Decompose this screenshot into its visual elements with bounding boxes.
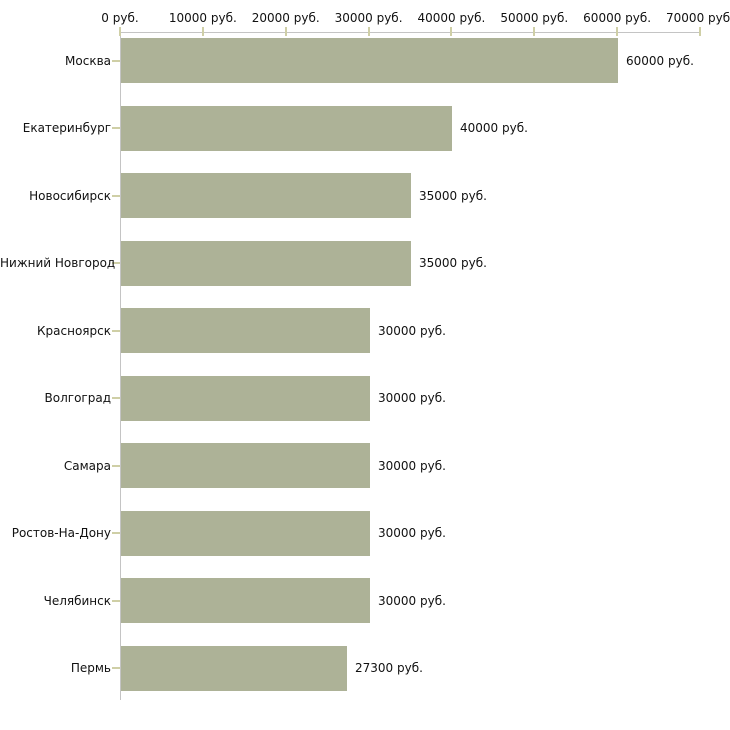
y-axis-line xyxy=(120,32,121,700)
x-tick-label: 40000 руб. xyxy=(417,11,486,25)
bar-value-label: 30000 руб. xyxy=(378,391,446,405)
bar xyxy=(121,510,370,556)
x-tick-mark xyxy=(284,27,287,36)
x-tick-label: 60000 руб. xyxy=(583,11,652,25)
bar xyxy=(121,578,370,623)
y-tick-mark xyxy=(112,194,120,197)
x-tick-label: 0 руб. xyxy=(101,11,139,25)
bar-value-label: 60000 руб. xyxy=(626,53,694,68)
category-label: Пермь xyxy=(70,661,111,675)
bar-value-label: 35000 руб. xyxy=(419,256,487,270)
bar xyxy=(121,173,411,218)
x-tick-mark xyxy=(699,27,701,36)
x-tick-label: 70000 руб. xyxy=(666,11,730,25)
bar-value-label: 40000 руб. xyxy=(460,121,528,135)
bar xyxy=(121,645,347,691)
bar xyxy=(121,105,452,151)
x-tick-mark xyxy=(533,27,536,36)
y-tick-mark xyxy=(112,532,120,534)
x-tick-label: 20000 руб. xyxy=(251,11,320,25)
y-tick-mark xyxy=(112,329,120,332)
bar-value-label: 30000 руб. xyxy=(378,593,446,608)
bar-value-label: 35000 руб. xyxy=(419,188,487,203)
bar-value-label: 30000 руб. xyxy=(378,526,446,540)
x-tick-label: 50000 руб. xyxy=(500,11,569,25)
category-label: Ростов-На-Дону xyxy=(11,526,111,540)
bar xyxy=(121,38,618,83)
bar-value-label: 30000 руб. xyxy=(378,323,446,338)
x-tick-label: 30000 руб. xyxy=(334,11,403,25)
bar xyxy=(121,240,411,286)
category-label: Самара xyxy=(63,458,111,473)
category-label: Нижний Новгород xyxy=(0,256,116,270)
x-tick-label: 10000 руб. xyxy=(168,11,237,25)
category-label: Челябинск xyxy=(43,593,111,608)
category-label: Москва xyxy=(65,53,111,68)
x-tick-mark xyxy=(201,27,204,36)
category-label: Новосибирск xyxy=(29,188,111,203)
bar-value-label: 30000 руб. xyxy=(378,458,446,473)
x-tick-mark xyxy=(367,27,370,36)
bar xyxy=(121,443,370,488)
y-tick-mark xyxy=(112,262,120,264)
category-label: Красноярск xyxy=(37,323,111,338)
x-tick-mark xyxy=(119,27,121,36)
x-tick-mark xyxy=(616,27,619,36)
y-tick-mark xyxy=(112,464,120,467)
category-label: Екатеринбург xyxy=(22,121,111,135)
bar-value-label: 27300 руб. xyxy=(355,661,423,675)
y-tick-mark xyxy=(112,599,120,602)
y-tick-mark xyxy=(112,59,120,62)
x-tick-mark xyxy=(450,27,453,36)
y-tick-mark xyxy=(112,127,120,129)
y-tick-mark xyxy=(112,397,120,399)
bar xyxy=(121,308,370,353)
x-axis-line xyxy=(120,32,700,33)
category-label: Волгоград xyxy=(44,391,111,405)
bar xyxy=(121,375,370,421)
y-tick-mark xyxy=(112,667,120,669)
